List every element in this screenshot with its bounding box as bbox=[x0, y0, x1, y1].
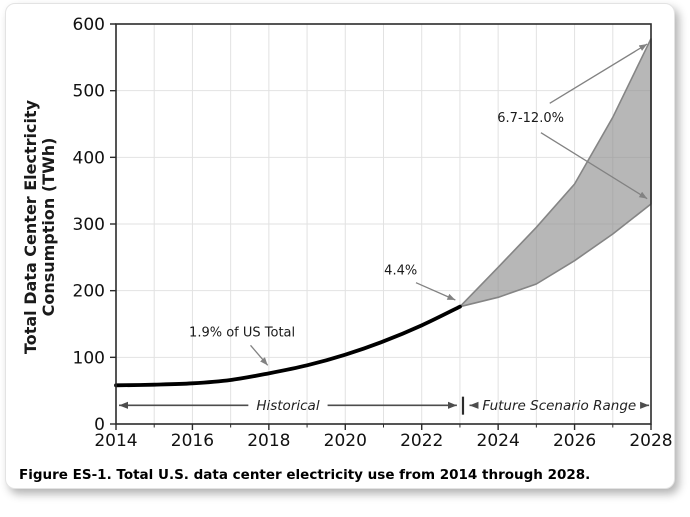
x-tick-label: 2020 bbox=[324, 431, 367, 451]
y-axis-label: Consumption (TWh) bbox=[39, 138, 58, 317]
figure-caption: Figure ES-1. Total U.S. data center elec… bbox=[19, 467, 591, 483]
x-tick-label: 2018 bbox=[247, 431, 290, 451]
y-tick-label: 400 bbox=[73, 148, 105, 168]
electricity-consumption-chart: 2014 2016 2018 2020 2022 2024 2026 2028 0 100 200 3… bbox=[21, 15, 673, 451]
figure-card: 2014 2016 2018 2020 2022 2024 2026 2028 0 100 200 3… bbox=[5, 3, 675, 489]
annotation-arrow bbox=[250, 344, 269, 366]
annotation-text: 4.4% bbox=[384, 264, 417, 279]
y-tick-label: 300 bbox=[73, 215, 105, 235]
range-label: Future Scenario Range bbox=[482, 398, 636, 414]
x-tick-label: 2016 bbox=[171, 431, 214, 451]
y-axis-label: Total Data Center Electricity bbox=[21, 99, 40, 354]
annotation-text: 6.7-12.0% bbox=[497, 111, 564, 126]
y-tick-label: 0 bbox=[94, 415, 105, 435]
annotation-arrow bbox=[549, 43, 648, 104]
annotation-text: 1.9% of US Total bbox=[189, 326, 295, 341]
x-tick-label: 2024 bbox=[477, 431, 520, 451]
y-tick-label: 200 bbox=[73, 282, 105, 302]
x-tick-label: 2022 bbox=[400, 431, 443, 451]
x-tick-label: 2028 bbox=[629, 431, 672, 451]
x-tick-label: 2014 bbox=[94, 431, 137, 451]
annotation-arrow bbox=[415, 282, 456, 301]
x-tick-label: 2026 bbox=[553, 431, 596, 451]
historical-line bbox=[114, 304, 462, 388]
range-label: Historical bbox=[256, 398, 319, 414]
y-tick-label: 100 bbox=[73, 348, 105, 368]
y-tick-label: 600 bbox=[73, 15, 105, 35]
y-tick-label: 500 bbox=[73, 82, 105, 102]
annotation-arrow bbox=[540, 132, 648, 200]
